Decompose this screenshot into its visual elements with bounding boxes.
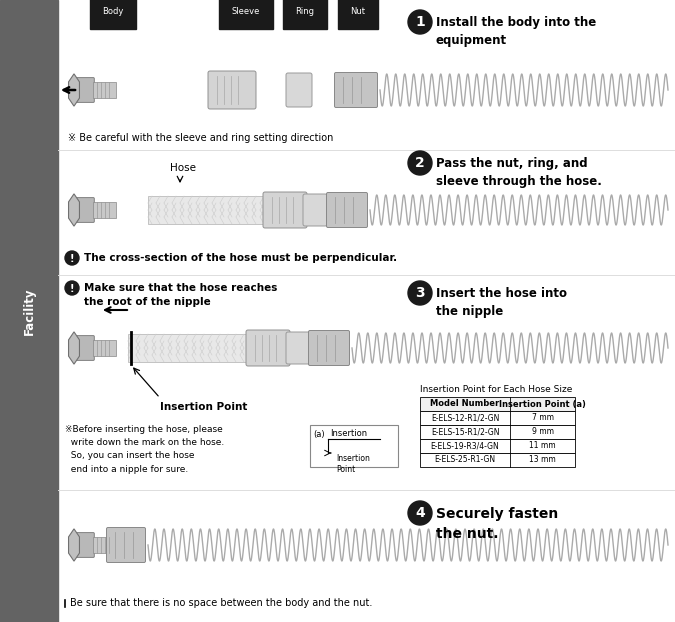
FancyBboxPatch shape bbox=[335, 73, 377, 108]
Bar bbox=[420, 439, 575, 453]
Text: The cross-section of the hose must be perpendicular.: The cross-section of the hose must be pe… bbox=[84, 253, 397, 263]
Bar bbox=[93, 81, 116, 98]
Polygon shape bbox=[69, 529, 80, 561]
Bar bbox=[420, 411, 575, 425]
Text: Insert the hose into
the nipple: Insert the hose into the nipple bbox=[436, 287, 567, 318]
Bar bbox=[93, 340, 116, 356]
Text: E-ELS-15-R1/2-GN: E-ELS-15-R1/2-GN bbox=[431, 427, 500, 437]
Circle shape bbox=[65, 251, 79, 265]
Text: !: ! bbox=[70, 284, 74, 294]
Bar bbox=[0, 0, 58, 622]
Polygon shape bbox=[69, 74, 80, 106]
Text: 4: 4 bbox=[415, 506, 425, 520]
FancyBboxPatch shape bbox=[246, 330, 290, 366]
Circle shape bbox=[408, 281, 432, 305]
FancyBboxPatch shape bbox=[208, 71, 256, 109]
Circle shape bbox=[65, 281, 79, 295]
Text: Insertion Point (a): Insertion Point (a) bbox=[499, 399, 586, 409]
Text: 1: 1 bbox=[415, 15, 425, 29]
Text: Install the body into the
equipment: Install the body into the equipment bbox=[436, 16, 596, 47]
Text: Insertion
Point: Insertion Point bbox=[336, 454, 370, 474]
Text: Hose: Hose bbox=[170, 163, 196, 173]
Bar bbox=[420, 397, 575, 411]
Text: (a): (a) bbox=[313, 430, 325, 440]
Text: 2: 2 bbox=[415, 156, 425, 170]
Bar bbox=[310, 425, 398, 467]
Text: E-ELS-12-R1/2-GN: E-ELS-12-R1/2-GN bbox=[431, 414, 500, 422]
Text: Insertion: Insertion bbox=[330, 429, 367, 437]
Bar bbox=[93, 537, 116, 554]
Text: Facility: Facility bbox=[22, 287, 36, 335]
Text: ※ Be careful with the sleeve and ring setting direction: ※ Be careful with the sleeve and ring se… bbox=[68, 133, 333, 143]
Text: Be sure that there is no space between the body and the nut.: Be sure that there is no space between t… bbox=[70, 598, 373, 608]
Circle shape bbox=[408, 501, 432, 525]
Text: 13 mm: 13 mm bbox=[529, 455, 556, 465]
Text: Insertion Point: Insertion Point bbox=[160, 402, 247, 412]
FancyBboxPatch shape bbox=[308, 330, 350, 366]
FancyBboxPatch shape bbox=[263, 192, 307, 228]
FancyBboxPatch shape bbox=[286, 73, 312, 107]
Text: 3: 3 bbox=[415, 286, 425, 300]
Polygon shape bbox=[69, 194, 80, 226]
Text: Securely fasten
the nut.: Securely fasten the nut. bbox=[436, 507, 558, 541]
Bar bbox=[93, 202, 116, 218]
Text: Ring: Ring bbox=[296, 7, 315, 17]
FancyBboxPatch shape bbox=[75, 78, 94, 103]
Text: 11 mm: 11 mm bbox=[529, 442, 556, 450]
Text: Nut: Nut bbox=[350, 7, 365, 17]
FancyBboxPatch shape bbox=[303, 194, 327, 226]
FancyBboxPatch shape bbox=[107, 527, 146, 562]
Text: E-ELS-19-R3/4-GN: E-ELS-19-R3/4-GN bbox=[431, 442, 500, 450]
Text: ※Before inserting the hose, please
  write down the mark on the hose.
  So, you : ※Before inserting the hose, please write… bbox=[65, 425, 224, 473]
Text: 9 mm: 9 mm bbox=[531, 427, 554, 437]
Text: Sleeve: Sleeve bbox=[232, 7, 260, 17]
Text: !: ! bbox=[70, 254, 74, 264]
Text: 7 mm: 7 mm bbox=[531, 414, 554, 422]
Text: Body: Body bbox=[103, 7, 124, 17]
Bar bbox=[128, 334, 248, 362]
FancyBboxPatch shape bbox=[75, 198, 94, 223]
Bar bbox=[420, 425, 575, 439]
Text: Pass the nut, ring, and
sleeve through the hose.: Pass the nut, ring, and sleeve through t… bbox=[436, 157, 602, 188]
Text: Model Number: Model Number bbox=[431, 399, 500, 409]
Text: E-ELS-25-R1-GN: E-ELS-25-R1-GN bbox=[435, 455, 495, 465]
Polygon shape bbox=[69, 332, 80, 364]
FancyBboxPatch shape bbox=[327, 192, 367, 228]
Text: Make sure that the hose reaches
the root of the nipple: Make sure that the hose reaches the root… bbox=[84, 283, 277, 307]
FancyBboxPatch shape bbox=[75, 532, 94, 557]
Text: Insertion Point for Each Hose Size: Insertion Point for Each Hose Size bbox=[420, 385, 572, 394]
FancyBboxPatch shape bbox=[286, 332, 310, 364]
FancyBboxPatch shape bbox=[75, 336, 94, 360]
Circle shape bbox=[408, 151, 432, 175]
Circle shape bbox=[408, 10, 432, 34]
Bar bbox=[420, 453, 575, 467]
Bar bbox=[148, 196, 265, 224]
